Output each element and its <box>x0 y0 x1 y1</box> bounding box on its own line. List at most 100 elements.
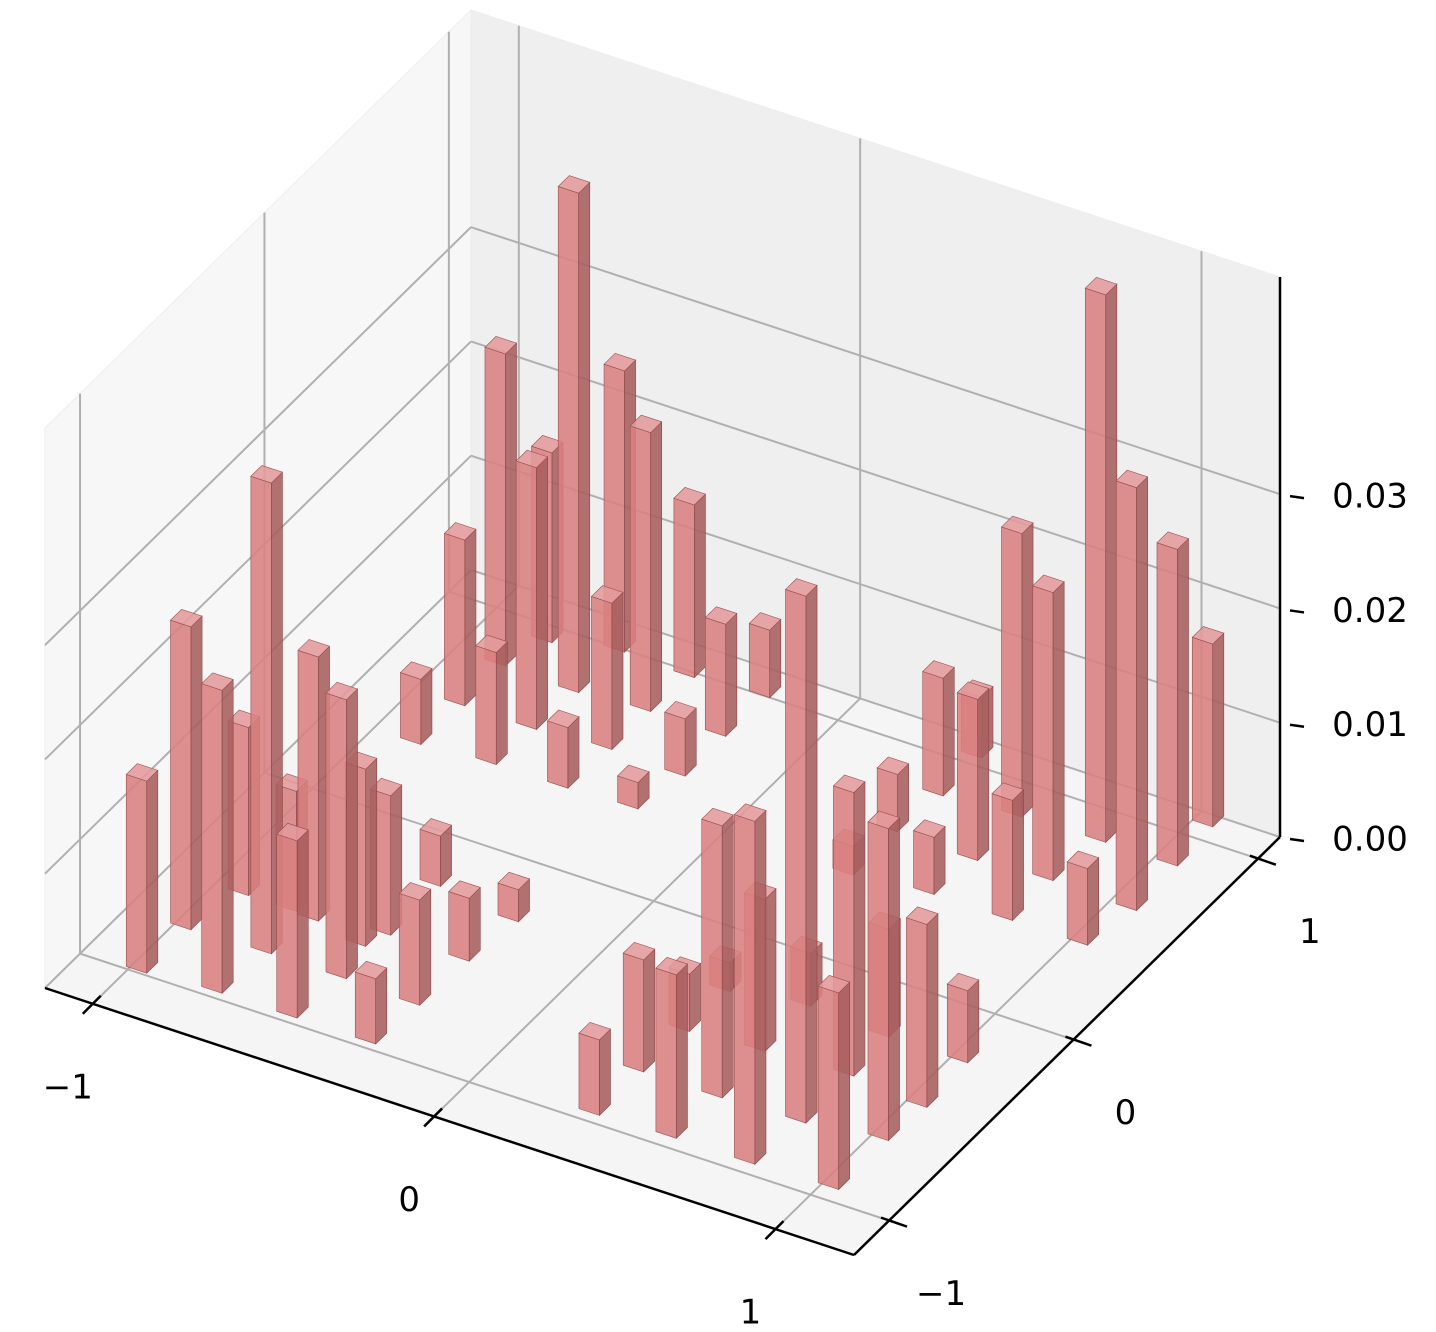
bar <box>1191 626 1225 828</box>
bar-side <box>1087 857 1099 946</box>
bar-front <box>448 891 470 962</box>
bar-top <box>629 414 663 433</box>
bar-side <box>764 887 777 1053</box>
bar-side <box>888 817 900 1142</box>
bar-front <box>125 774 148 974</box>
bar <box>276 822 309 1019</box>
bar <box>1115 469 1149 912</box>
bar-top <box>784 578 818 597</box>
bar-top <box>832 774 866 793</box>
bar <box>817 974 851 1191</box>
bar-front <box>867 821 889 1142</box>
bar-top <box>1032 574 1065 593</box>
x-tick-label: −1 <box>43 1067 93 1107</box>
bar-top <box>1084 276 1118 296</box>
bar <box>1156 531 1190 867</box>
bar-side <box>365 757 378 948</box>
z-tick-label: 0.03 <box>1332 477 1408 517</box>
bar-front <box>515 460 537 730</box>
bar <box>1032 574 1065 882</box>
bar-side <box>977 687 990 862</box>
bar-top <box>484 336 518 355</box>
bar-top <box>946 972 980 992</box>
bar-front <box>701 818 723 1099</box>
bar-top <box>748 612 782 631</box>
bar-front <box>1191 636 1214 828</box>
y-tick <box>880 1216 908 1228</box>
bar-top <box>399 661 433 680</box>
bar-front <box>591 596 613 750</box>
bar-top <box>557 175 591 194</box>
bar-side <box>676 963 688 1140</box>
bar-top <box>655 956 689 976</box>
bar <box>946 972 980 1064</box>
bar <box>673 487 706 679</box>
bar-side <box>684 707 697 777</box>
bar <box>748 612 782 699</box>
bar-side <box>769 618 782 699</box>
bar <box>354 960 388 1045</box>
bar <box>622 941 656 1073</box>
bar-side <box>967 979 980 1064</box>
z-tick <box>1289 723 1305 728</box>
bar-front <box>354 971 377 1045</box>
bar-front <box>1032 585 1054 882</box>
bar-side <box>464 528 477 707</box>
bar-front <box>655 967 677 1139</box>
bar-side <box>611 591 624 751</box>
bar-front <box>734 814 756 1165</box>
bar-top <box>1191 626 1225 645</box>
bar-side <box>599 1028 611 1117</box>
bar <box>704 606 738 738</box>
bar-side <box>1012 788 1024 922</box>
bar <box>664 701 697 777</box>
bar-front <box>170 619 192 931</box>
bar-top <box>1115 469 1149 489</box>
y-axis <box>853 836 1281 1256</box>
bar-side <box>375 967 388 1045</box>
bar-front <box>673 497 695 678</box>
bar-front <box>664 711 686 777</box>
bar-front <box>547 720 569 789</box>
bar-top <box>125 763 159 782</box>
bar-top <box>276 822 309 842</box>
bar-front <box>1115 480 1137 911</box>
z-tick-label: 0.01 <box>1332 705 1408 745</box>
bar-top <box>297 639 331 658</box>
y-tick <box>1249 854 1277 866</box>
bar-front <box>276 833 298 1019</box>
bar-top <box>817 974 851 994</box>
bar-top <box>475 634 508 653</box>
bar-front <box>785 589 807 1124</box>
bar-front <box>201 683 223 994</box>
bar-front <box>419 828 441 887</box>
bar-side <box>419 888 432 1006</box>
bar-front <box>1066 861 1088 946</box>
bar-front <box>748 623 771 699</box>
y-tick <box>1065 1035 1092 1047</box>
bar-side <box>296 829 309 1019</box>
bar-side <box>694 493 706 679</box>
bar <box>733 803 767 1165</box>
bar-side <box>1177 537 1189 867</box>
bar-side <box>754 809 767 1165</box>
bar-side <box>1052 581 1065 882</box>
bar <box>201 672 234 994</box>
bar-front <box>557 185 579 694</box>
bar-top <box>398 882 432 901</box>
bar <box>448 880 481 962</box>
bar-top <box>250 465 283 484</box>
bar <box>125 763 159 974</box>
bar <box>1084 276 1118 844</box>
bar-top <box>922 660 955 679</box>
bar-front <box>622 952 645 1073</box>
bar-front <box>475 645 497 765</box>
grid-line <box>44 226 472 646</box>
bar-side <box>933 825 946 896</box>
bar <box>497 871 531 923</box>
bar-front <box>704 617 727 737</box>
bar <box>578 1021 612 1117</box>
bar-top <box>1000 515 1034 535</box>
bar-side <box>650 421 663 713</box>
bar-front <box>922 671 944 797</box>
